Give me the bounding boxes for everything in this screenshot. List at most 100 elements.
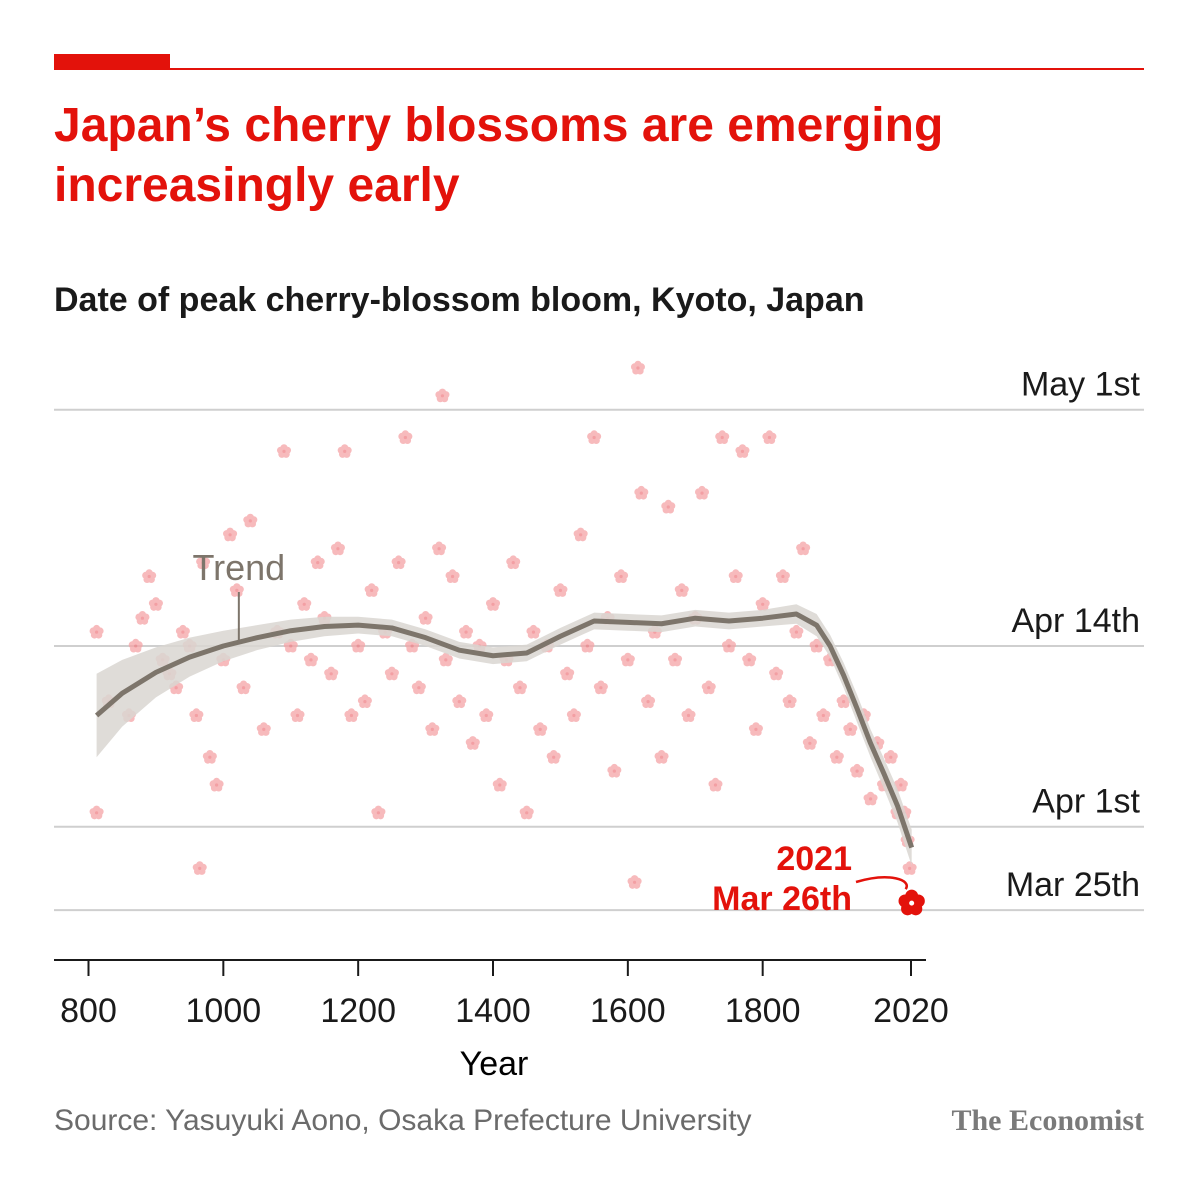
bloom-point [816, 708, 831, 723]
bloom-point [189, 708, 204, 723]
bloom-point [290, 708, 305, 723]
bloom-point [209, 777, 224, 792]
bloom-point [492, 777, 507, 792]
highlight-point [898, 889, 925, 916]
bloom-point [479, 708, 494, 723]
bloom-point [526, 624, 541, 639]
bloom-point [829, 750, 844, 764]
bloom-point [148, 597, 163, 611]
bloom-point [135, 611, 150, 625]
bloom-point [330, 541, 345, 556]
highlight-leader [855, 876, 909, 890]
bloom-point [196, 555, 211, 570]
bloom-point [587, 430, 602, 445]
bloom-point [902, 861, 917, 875]
x-tick-label: 1000 [186, 992, 262, 1030]
highlight-date-label: Mar 26th [712, 880, 852, 918]
bloom-point [883, 750, 898, 764]
bloom-point [175, 624, 190, 639]
bloom-point [580, 638, 595, 653]
bloom-point [425, 722, 440, 736]
bloom-point [432, 541, 447, 556]
bloom-point [755, 597, 770, 611]
bloom-point [364, 583, 379, 597]
bloom-point [654, 750, 669, 764]
bloom-point [89, 805, 104, 820]
bloom-point [229, 583, 244, 597]
bloom-point [384, 666, 399, 681]
bloom-point [398, 430, 413, 445]
bloom-point [634, 485, 649, 500]
bloom-point [411, 680, 426, 695]
chart-subtitle: Date of peak cherry-blossom bloom, Kyoto… [54, 281, 865, 319]
bloom-point [324, 666, 339, 681]
y-tick-label: Apr 14th [1011, 602, 1140, 640]
highlight-year-label: 2021 [776, 840, 852, 878]
highlight-2021 [855, 876, 925, 916]
bloom-point [223, 527, 238, 542]
x-tick-label: 800 [60, 992, 117, 1030]
trend-label: Trend [192, 547, 285, 588]
bloom-point [202, 750, 217, 764]
bloom-point [243, 513, 258, 528]
bloom-point [256, 722, 271, 736]
bloom-point [519, 805, 534, 820]
bloom-point [573, 527, 588, 542]
x-axis-label: Year [460, 1045, 529, 1083]
x-tick-label: 1800 [725, 992, 801, 1030]
bloom-point [614, 569, 629, 584]
bloom-point [351, 638, 366, 653]
bloom-point [674, 583, 689, 597]
bloom-point [836, 694, 851, 709]
bloom-point [728, 569, 743, 584]
bloom-point [546, 750, 561, 764]
bloom-point [782, 694, 797, 709]
top-rule [54, 68, 1144, 70]
bloom-point [310, 555, 325, 570]
bloom-point [681, 708, 696, 723]
x-tick-label: 1600 [590, 992, 666, 1030]
bloom-point [418, 611, 433, 625]
economist-logo-text: The Economist [951, 1104, 1144, 1137]
bloom-point [276, 444, 292, 458]
x-tick-label: 1400 [455, 992, 531, 1030]
bloom-point [715, 430, 730, 445]
bloom-point [560, 666, 575, 681]
bloom-point [128, 638, 143, 653]
bloom-point [566, 708, 581, 723]
bloom-point [303, 652, 319, 667]
y-tick-label: Apr 1st [1032, 783, 1140, 821]
source-note: Source: Yasuyuki Aono, Osaka Prefecture … [54, 1104, 752, 1137]
bloom-point [742, 652, 757, 667]
gridlines: Mar 25th Apr 1st Apr 14th May 1st [54, 366, 1144, 912]
bloom-point [789, 624, 804, 639]
bloom-point [701, 680, 716, 695]
bloom-point [344, 708, 359, 723]
bloom-point [512, 680, 527, 695]
bloom-point [708, 777, 723, 792]
bloom-point [641, 694, 656, 709]
bloom-point [192, 861, 207, 875]
brand-accent-bar [54, 54, 170, 70]
bloom-point [721, 638, 736, 653]
bloom-point [735, 444, 750, 458]
bloom-point [893, 777, 908, 792]
bloom-point [553, 583, 568, 597]
bloom-point [668, 652, 683, 667]
y-tick-label: May 1st [1021, 366, 1141, 404]
bloom-point [850, 763, 865, 778]
bloom-points [89, 360, 917, 889]
bloom-point [796, 541, 811, 556]
bloom-point [459, 624, 474, 639]
bloom-point [533, 722, 548, 736]
bloom-point [769, 666, 784, 681]
bloom-point [630, 360, 645, 375]
bloom-point [236, 680, 251, 695]
bloom-point [661, 499, 676, 514]
x-axis: 800 1000 1200 1400 1600 1800 2020 [54, 959, 949, 1030]
bloom-point [445, 569, 460, 584]
bloom-point [809, 638, 824, 653]
bloom-point [435, 388, 450, 403]
trend-line [94, 611, 915, 849]
bloom-point [748, 722, 763, 736]
